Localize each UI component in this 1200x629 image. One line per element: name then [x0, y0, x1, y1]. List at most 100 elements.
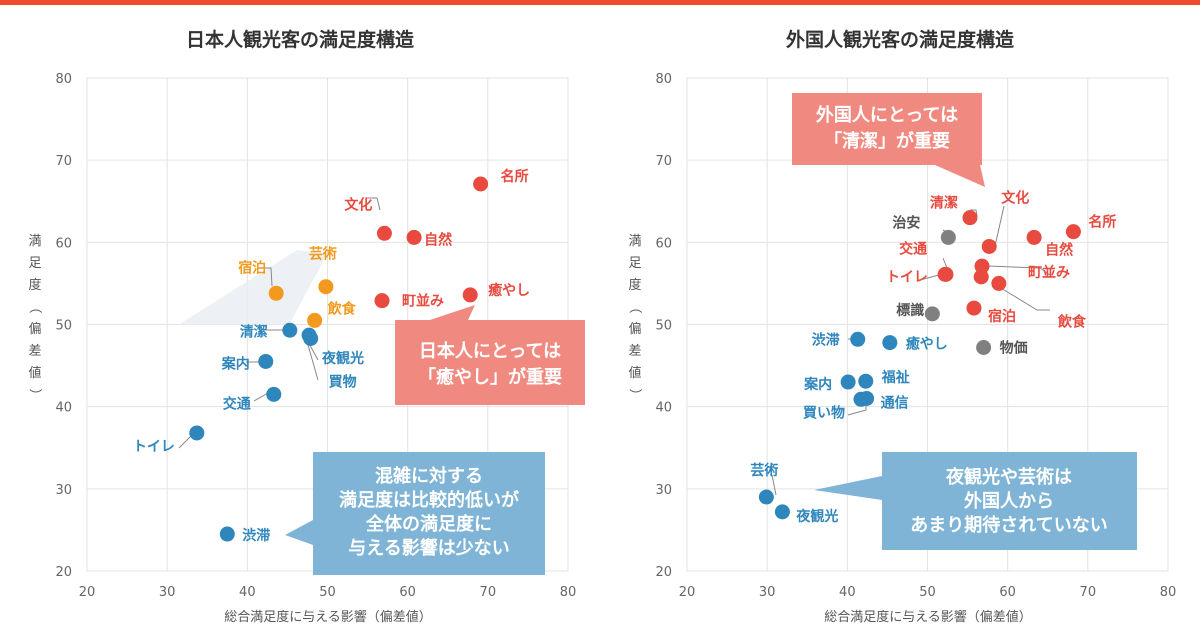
- data-point: [859, 390, 875, 406]
- point-label: 飲食: [327, 300, 357, 317]
- svg-text:「癒やし」が重要: 「癒やし」が重要: [418, 366, 562, 388]
- svg-text:足: 足: [628, 256, 641, 271]
- data-point: [473, 176, 489, 192]
- point-label: 案内: [803, 376, 832, 393]
- svg-text:差: 差: [28, 344, 41, 359]
- data-point: [219, 526, 235, 542]
- point-label: 自然: [424, 231, 452, 248]
- point-label: 案内: [221, 355, 250, 372]
- svg-text:（: （: [627, 300, 642, 313]
- data-point: [850, 331, 866, 347]
- point-label: 夜観光: [795, 508, 838, 525]
- point-label: 名所: [501, 168, 529, 185]
- data-point: [924, 306, 940, 322]
- svg-text:日本人にとっては: 日本人にとっては: [419, 340, 561, 362]
- point-label: 買物: [329, 373, 357, 390]
- point-label: 宿泊: [988, 308, 1016, 325]
- data-point: [974, 258, 990, 274]
- svg-text:外国人から: 外国人から: [964, 490, 1054, 512]
- svg-text:混雑に対する: 混雑に対する: [375, 465, 483, 487]
- y-tick-label: 40: [55, 401, 72, 416]
- foreign-chart-panel: 20 30 40 50 60 70 80 20 30 40 50 60 70 80 外国人観光客の満足度構…: [600, 0, 1200, 629]
- x-tick-label: 50: [919, 585, 936, 600]
- y-tick-label: 60: [655, 236, 672, 251]
- svg-text:）: ）: [627, 388, 642, 401]
- y-tick-label: 30: [55, 483, 72, 498]
- point-label: 福祉: [881, 369, 910, 386]
- y-tick-label: 50: [55, 319, 72, 334]
- point-label: 渋滞: [812, 331, 840, 348]
- y-tick-label: 20: [55, 565, 72, 580]
- svg-text:満: 満: [628, 234, 641, 249]
- svg-text:「清潔」が重要: 「清潔」が重要: [824, 130, 950, 152]
- svg-text:満: 満: [28, 234, 41, 249]
- point-label: 癒やし: [488, 282, 530, 299]
- point-label: 夜観光: [321, 350, 364, 367]
- y-axis-label: 満足度 （ 偏差値 ）: [627, 234, 642, 402]
- data-point: [991, 275, 1007, 291]
- data-point: [282, 322, 298, 338]
- svg-text:満足度は比較的低いが: 満足度は比較的低いが: [339, 489, 519, 511]
- highlight-area: [178, 250, 327, 325]
- y-tick-label: 70: [655, 154, 672, 169]
- x-tick-label: 20: [679, 585, 696, 600]
- svg-text:度: 度: [28, 277, 41, 293]
- data-point: [973, 269, 989, 285]
- x-tick-label: 70: [480, 585, 497, 600]
- data-point: [266, 386, 282, 402]
- data-point: [307, 312, 323, 328]
- point-label: 癒やし: [906, 336, 948, 353]
- data-point: [376, 225, 392, 241]
- x-tick-label: 80: [1160, 585, 1177, 600]
- x-axis-label: 総合満足度に与える影響（偏差値）: [224, 609, 432, 625]
- svg-text:値: 値: [28, 365, 41, 381]
- y-tick-label: 70: [55, 154, 72, 169]
- data-point: [976, 340, 992, 356]
- svg-text:偏: 偏: [28, 322, 41, 337]
- point-label: 治安: [892, 214, 920, 231]
- x-tick-label: 80: [560, 585, 577, 600]
- x-tick-label: 60: [399, 585, 416, 600]
- x-tick-label: 60: [999, 585, 1016, 600]
- point-label: 標識: [896, 302, 924, 319]
- data-point: [962, 210, 978, 226]
- x-tick-label: 70: [1080, 585, 1097, 600]
- chart-title: 外国人観光客の満足度構造: [786, 28, 1015, 51]
- point-label: 芸術: [309, 246, 337, 263]
- y-tick-label: 20: [655, 565, 672, 580]
- point-label: 文化: [344, 196, 372, 213]
- point-label: 名所: [1088, 214, 1116, 231]
- x-tick-label: 30: [759, 585, 776, 600]
- y-axis-label: 満足度 （ 偏差値 ）: [27, 234, 42, 402]
- point-label: トイレ: [133, 439, 175, 455]
- data-point: [940, 229, 956, 245]
- point-label: 清潔: [240, 323, 268, 340]
- svg-text:差: 差: [628, 344, 641, 359]
- japanese-chart-panel: 20 30 40 50 60 70 80 20 30 40 50 60 70 80 日本人観光客の満足度構…: [27, 28, 585, 625]
- x-tick-label: 30: [159, 585, 176, 600]
- data-point: [1026, 229, 1042, 245]
- data-point: [882, 335, 898, 351]
- point-label: トイレ: [886, 269, 928, 285]
- data-point: [406, 229, 422, 245]
- x-tick-label: 40: [239, 585, 256, 600]
- point-label: 清潔: [930, 195, 958, 212]
- y-tick-label: 60: [55, 236, 72, 251]
- x-axis-label: 総合満足度に与える影響（偏差値）: [824, 609, 1032, 625]
- chart-title: 日本人観光客の満足度構造: [186, 28, 415, 51]
- x-tick-label: 40: [839, 585, 856, 600]
- point-label: 渋滞: [242, 527, 270, 544]
- y-tick-label: 80: [655, 72, 672, 87]
- data-point: [858, 373, 874, 389]
- data-point: [258, 353, 274, 369]
- point-label: 物価: [1000, 340, 1028, 357]
- svg-text:偏: 偏: [628, 322, 641, 337]
- y-tick-label: 30: [655, 483, 672, 498]
- callout-cleanliness: 外国人にとっては 「清潔」が重要: [792, 93, 985, 187]
- point-label: 町並み: [402, 293, 444, 310]
- x-tick-label: 50: [319, 585, 336, 600]
- svg-text:外国人にとっては: 外国人にとっては: [816, 104, 958, 126]
- svg-text:与える影響は少ない: 与える影響は少ない: [348, 537, 509, 559]
- svg-text:全体の満足度に: 全体の満足度に: [365, 513, 492, 535]
- data-point: [374, 293, 390, 309]
